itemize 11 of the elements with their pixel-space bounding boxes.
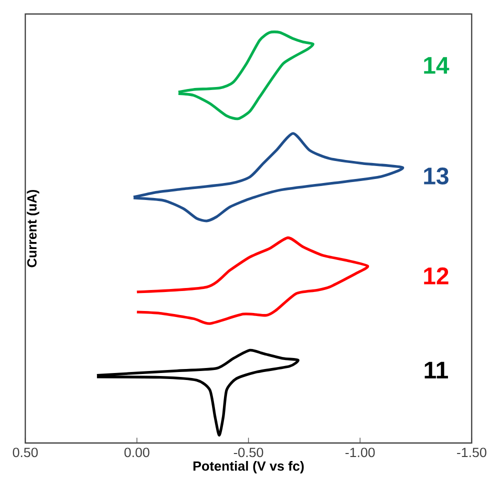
series-label: 13 — [424, 167, 449, 185]
x-tick-label: 0.50 — [13, 448, 38, 458]
x-tick-label: -1.50 — [457, 448, 487, 458]
x-axis-title: Potential (V vs fc) — [194, 460, 304, 474]
text: 14 — [424, 57, 450, 74]
y-axis-title: Current (uA) — [27, 190, 40, 268]
text: 12 — [424, 267, 448, 284]
x-tick-label: -1.00 — [346, 448, 375, 458]
x-tick-label: -0.50 — [234, 448, 264, 458]
text: 11 — [424, 362, 448, 378]
x-tick-label: 0.00 — [124, 448, 150, 458]
